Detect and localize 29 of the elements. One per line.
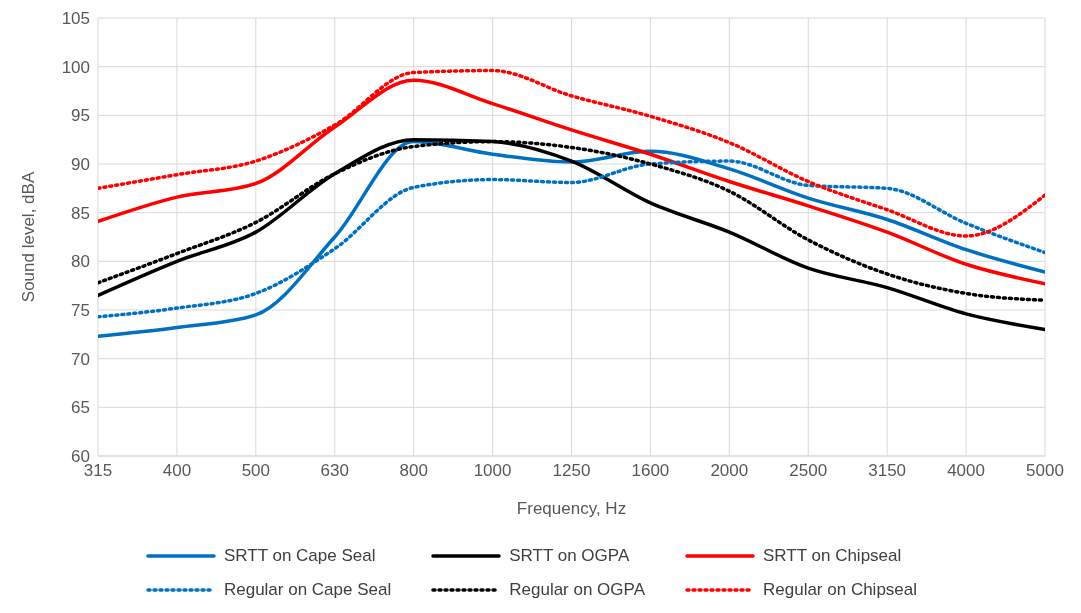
x-tick-label: 3150 (868, 461, 907, 481)
x-tick-label: 630 (320, 461, 349, 481)
y-tick-label: 100 (61, 57, 90, 77)
x-tick-label: 1250 (552, 461, 591, 481)
y-axis-title: Sound level, dBA (19, 171, 39, 303)
x-tick-label: 2000 (710, 461, 749, 481)
x-tick-label: 500 (241, 461, 271, 481)
x-tick-label: 5000 (1026, 461, 1064, 481)
x-axis-title: Frequency, Hz (516, 499, 627, 518)
y-tick-label: 80 (71, 252, 90, 272)
y-tick-label: 90 (71, 155, 90, 175)
x-tick-label: 400 (162, 461, 192, 481)
y-tick-label: 95 (71, 106, 90, 126)
y-tick-label: 105 (61, 9, 90, 29)
legend-label: Regular on Cape Seal (223, 580, 392, 600)
y-tick-label: 70 (71, 349, 90, 369)
x-tick-label: 800 (399, 461, 428, 481)
legend-label: SRTT on Chipseal (763, 546, 902, 566)
x-tick-label: 2500 (789, 461, 828, 481)
y-tick-label: 75 (71, 301, 90, 321)
legend-label: Regular on OGPA (509, 580, 645, 600)
x-tick-label: 1600 (631, 461, 670, 481)
legend-label: SRTT on Cape Seal (223, 546, 376, 566)
y-tick-label: 85 (71, 203, 90, 223)
x-tick-label: 1000 (473, 461, 512, 481)
y-tick-label: 65 (71, 398, 90, 418)
legend-label: SRTT on OGPA (509, 546, 630, 566)
legend-label: Regular on Chipseal (763, 580, 918, 600)
x-tick-label: 4000 (947, 461, 985, 481)
